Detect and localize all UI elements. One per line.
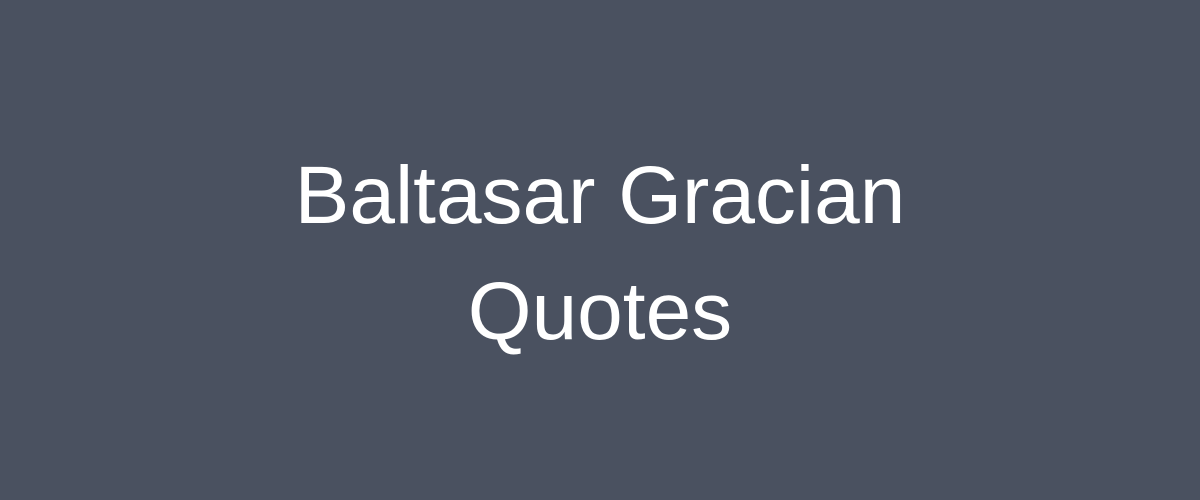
title-line-author: Baltasar Gracian [294,150,906,241]
title-line-quotes: Quotes [467,266,733,357]
page-title: Baltasar Gracian Quotes [0,138,1200,370]
